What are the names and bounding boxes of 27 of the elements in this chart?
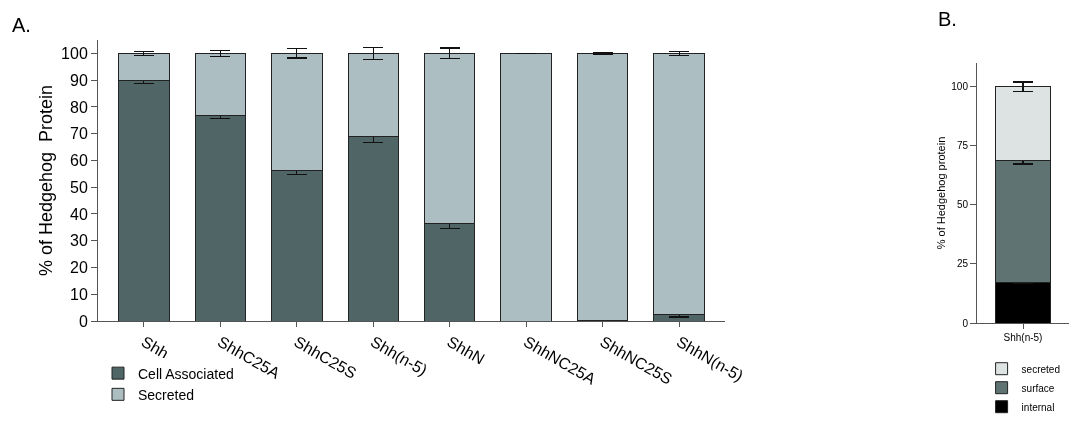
y-axis-title: % of Hedgehog Protein (36, 84, 56, 277)
y-tick-label: 30 (70, 232, 88, 250)
y-tick-label: 10 (70, 285, 88, 303)
legend-label: internal (1021, 401, 1055, 413)
y-tick-label: 0 (78, 312, 88, 330)
text: A. (12, 14, 31, 36)
y-tick-label: 50 (70, 178, 88, 196)
y-tick-label: 100 (61, 44, 88, 62)
legend-label: surface (1021, 382, 1055, 394)
y-tick-label: 70 (70, 125, 88, 143)
y-tick-label: 100 (951, 81, 969, 93)
y-tick-label: 25 (956, 258, 969, 270)
legend-label: Secreted (138, 386, 195, 403)
y-tick-label: 60 (70, 152, 88, 170)
y-tick-label: 40 (70, 205, 88, 223)
y-tick-label: 80 (70, 98, 88, 116)
x-tick-label: Shh(n-5) (1003, 332, 1043, 343)
x-tick-label: Shh (138, 333, 172, 362)
y-tick-label: 0 (962, 317, 969, 329)
text: B. (938, 8, 957, 30)
y-tick-label: 90 (70, 71, 88, 89)
x-tick-label: ShhN (444, 333, 488, 368)
y-tick-label: 20 (70, 259, 88, 277)
y-tick-label: 75 (956, 140, 969, 152)
y-tick-label: 50 (956, 199, 969, 211)
legend-label: secreted (1021, 363, 1060, 375)
y-axis-title: % of Hedgehog protein (935, 136, 947, 250)
